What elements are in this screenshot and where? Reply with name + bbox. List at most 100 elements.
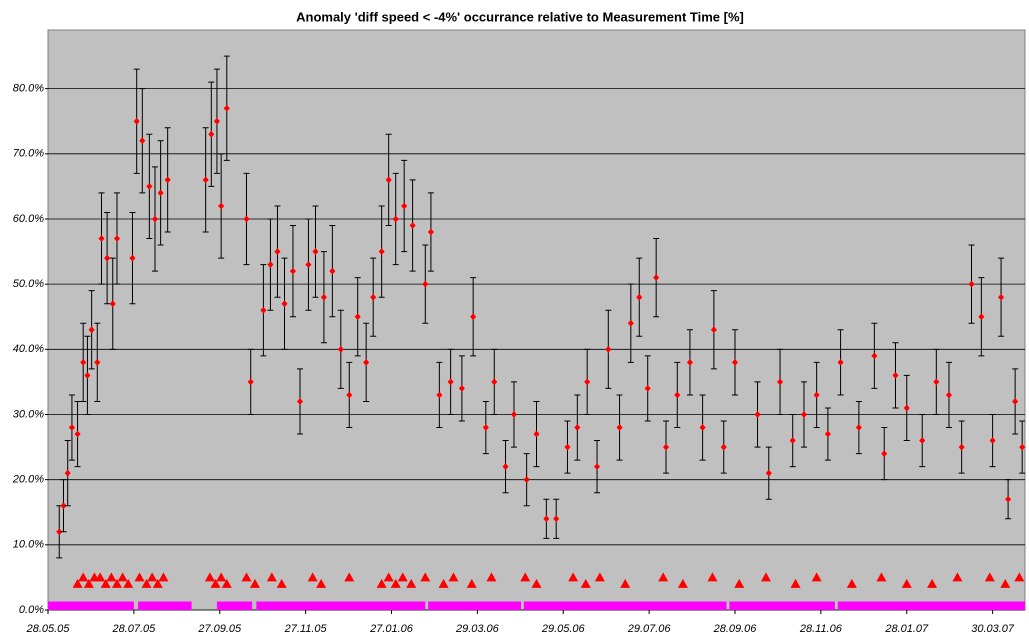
data-point (1012, 397, 1019, 405)
data-point (80, 358, 87, 366)
coverage-bar (138, 601, 192, 610)
data-point (644, 384, 651, 392)
flag-marker (266, 572, 277, 582)
data-point (881, 450, 888, 458)
data-point (218, 202, 225, 210)
flag-marker (658, 572, 669, 582)
y-tick-label: 40.0% (13, 343, 44, 355)
data-point (502, 463, 509, 471)
flag-marker (216, 572, 227, 582)
x-tick-label: 29.07.06 (627, 623, 672, 635)
data-point (354, 313, 361, 321)
data-point (968, 280, 975, 288)
flag-marker (397, 572, 408, 582)
x-tick-label: 28.01.07 (884, 623, 929, 635)
flag-marker (134, 572, 145, 582)
flag-marker (520, 572, 531, 582)
data-point (88, 326, 95, 334)
y-tick-label: 50.0% (13, 278, 44, 290)
data-point (213, 117, 220, 125)
flag-marker (383, 572, 394, 582)
flag-marker (594, 572, 605, 582)
flag-marker (152, 578, 163, 588)
data-point (1005, 495, 1012, 503)
flag-marker (466, 578, 477, 588)
flag-marker (580, 578, 591, 588)
data-point (710, 326, 717, 334)
data-point (627, 319, 634, 327)
data-point (636, 293, 643, 301)
data-point (543, 515, 550, 523)
coverage-bar (48, 601, 134, 610)
x-tick-label: 28.11.06 (799, 623, 843, 635)
data-point (401, 202, 408, 210)
data-point (60, 502, 67, 510)
flag-marker (83, 578, 94, 588)
flag-marker (100, 578, 111, 588)
data-point (989, 437, 996, 445)
x-tick-label: 29.03.06 (455, 623, 500, 635)
data-point (447, 378, 454, 386)
flag-marker (760, 572, 771, 582)
data-point (312, 248, 319, 256)
data-point (837, 358, 844, 366)
flag-marker (78, 572, 89, 582)
flag-marker (117, 572, 128, 582)
data-point (663, 443, 670, 451)
data-point (892, 371, 899, 379)
flag-marker (241, 572, 252, 582)
data-point (151, 215, 158, 223)
data-point (157, 189, 164, 197)
data-point (223, 104, 230, 112)
flag-marker (811, 572, 822, 582)
data-point (370, 293, 377, 301)
flag-marker (734, 578, 745, 588)
data-point (594, 463, 601, 471)
data-point (871, 352, 878, 360)
data-point (68, 424, 75, 432)
y-tick-label: 20.0% (12, 474, 44, 486)
flag-marker (952, 572, 963, 582)
data-point (98, 235, 105, 243)
flag-marker (316, 578, 327, 588)
flag-marker (420, 572, 431, 582)
flag-marker (790, 578, 801, 588)
data-point (945, 391, 952, 399)
data-point (436, 391, 443, 399)
data-point (754, 410, 761, 418)
data-point (686, 358, 693, 366)
flag-marker (158, 572, 169, 582)
x-tick-label: 27.01.06 (369, 623, 414, 635)
x-tick-label: 29.05.06 (541, 623, 586, 635)
x-tick-label: 28.05.05 (26, 623, 71, 635)
flag-marker (486, 572, 497, 582)
data-point (933, 378, 940, 386)
coverage-bar (428, 601, 522, 610)
data-point (978, 313, 985, 321)
data-point (129, 254, 136, 262)
data-point (523, 476, 530, 484)
data-point (74, 430, 81, 438)
flag-marker (276, 578, 287, 588)
data-point (919, 437, 926, 445)
y-tick-label: 60.0% (13, 213, 44, 225)
data-point (139, 137, 146, 145)
data-point (385, 176, 392, 184)
data-point (320, 293, 327, 301)
coverage-bar (216, 601, 253, 610)
x-tick-label: 27.11.05 (284, 623, 328, 635)
data-point (855, 424, 862, 432)
data-point (482, 424, 489, 432)
data-point (731, 358, 738, 366)
data-point (491, 378, 498, 386)
data-point (553, 515, 560, 523)
data-point (346, 391, 353, 399)
data-point (289, 267, 296, 275)
data-point (281, 300, 288, 308)
flag-marker (221, 578, 232, 588)
data-point (84, 371, 91, 379)
y-tick-label: 70.0% (13, 148, 44, 160)
y-tick-label: 10.0% (13, 539, 44, 551)
flag-marker (204, 572, 215, 582)
